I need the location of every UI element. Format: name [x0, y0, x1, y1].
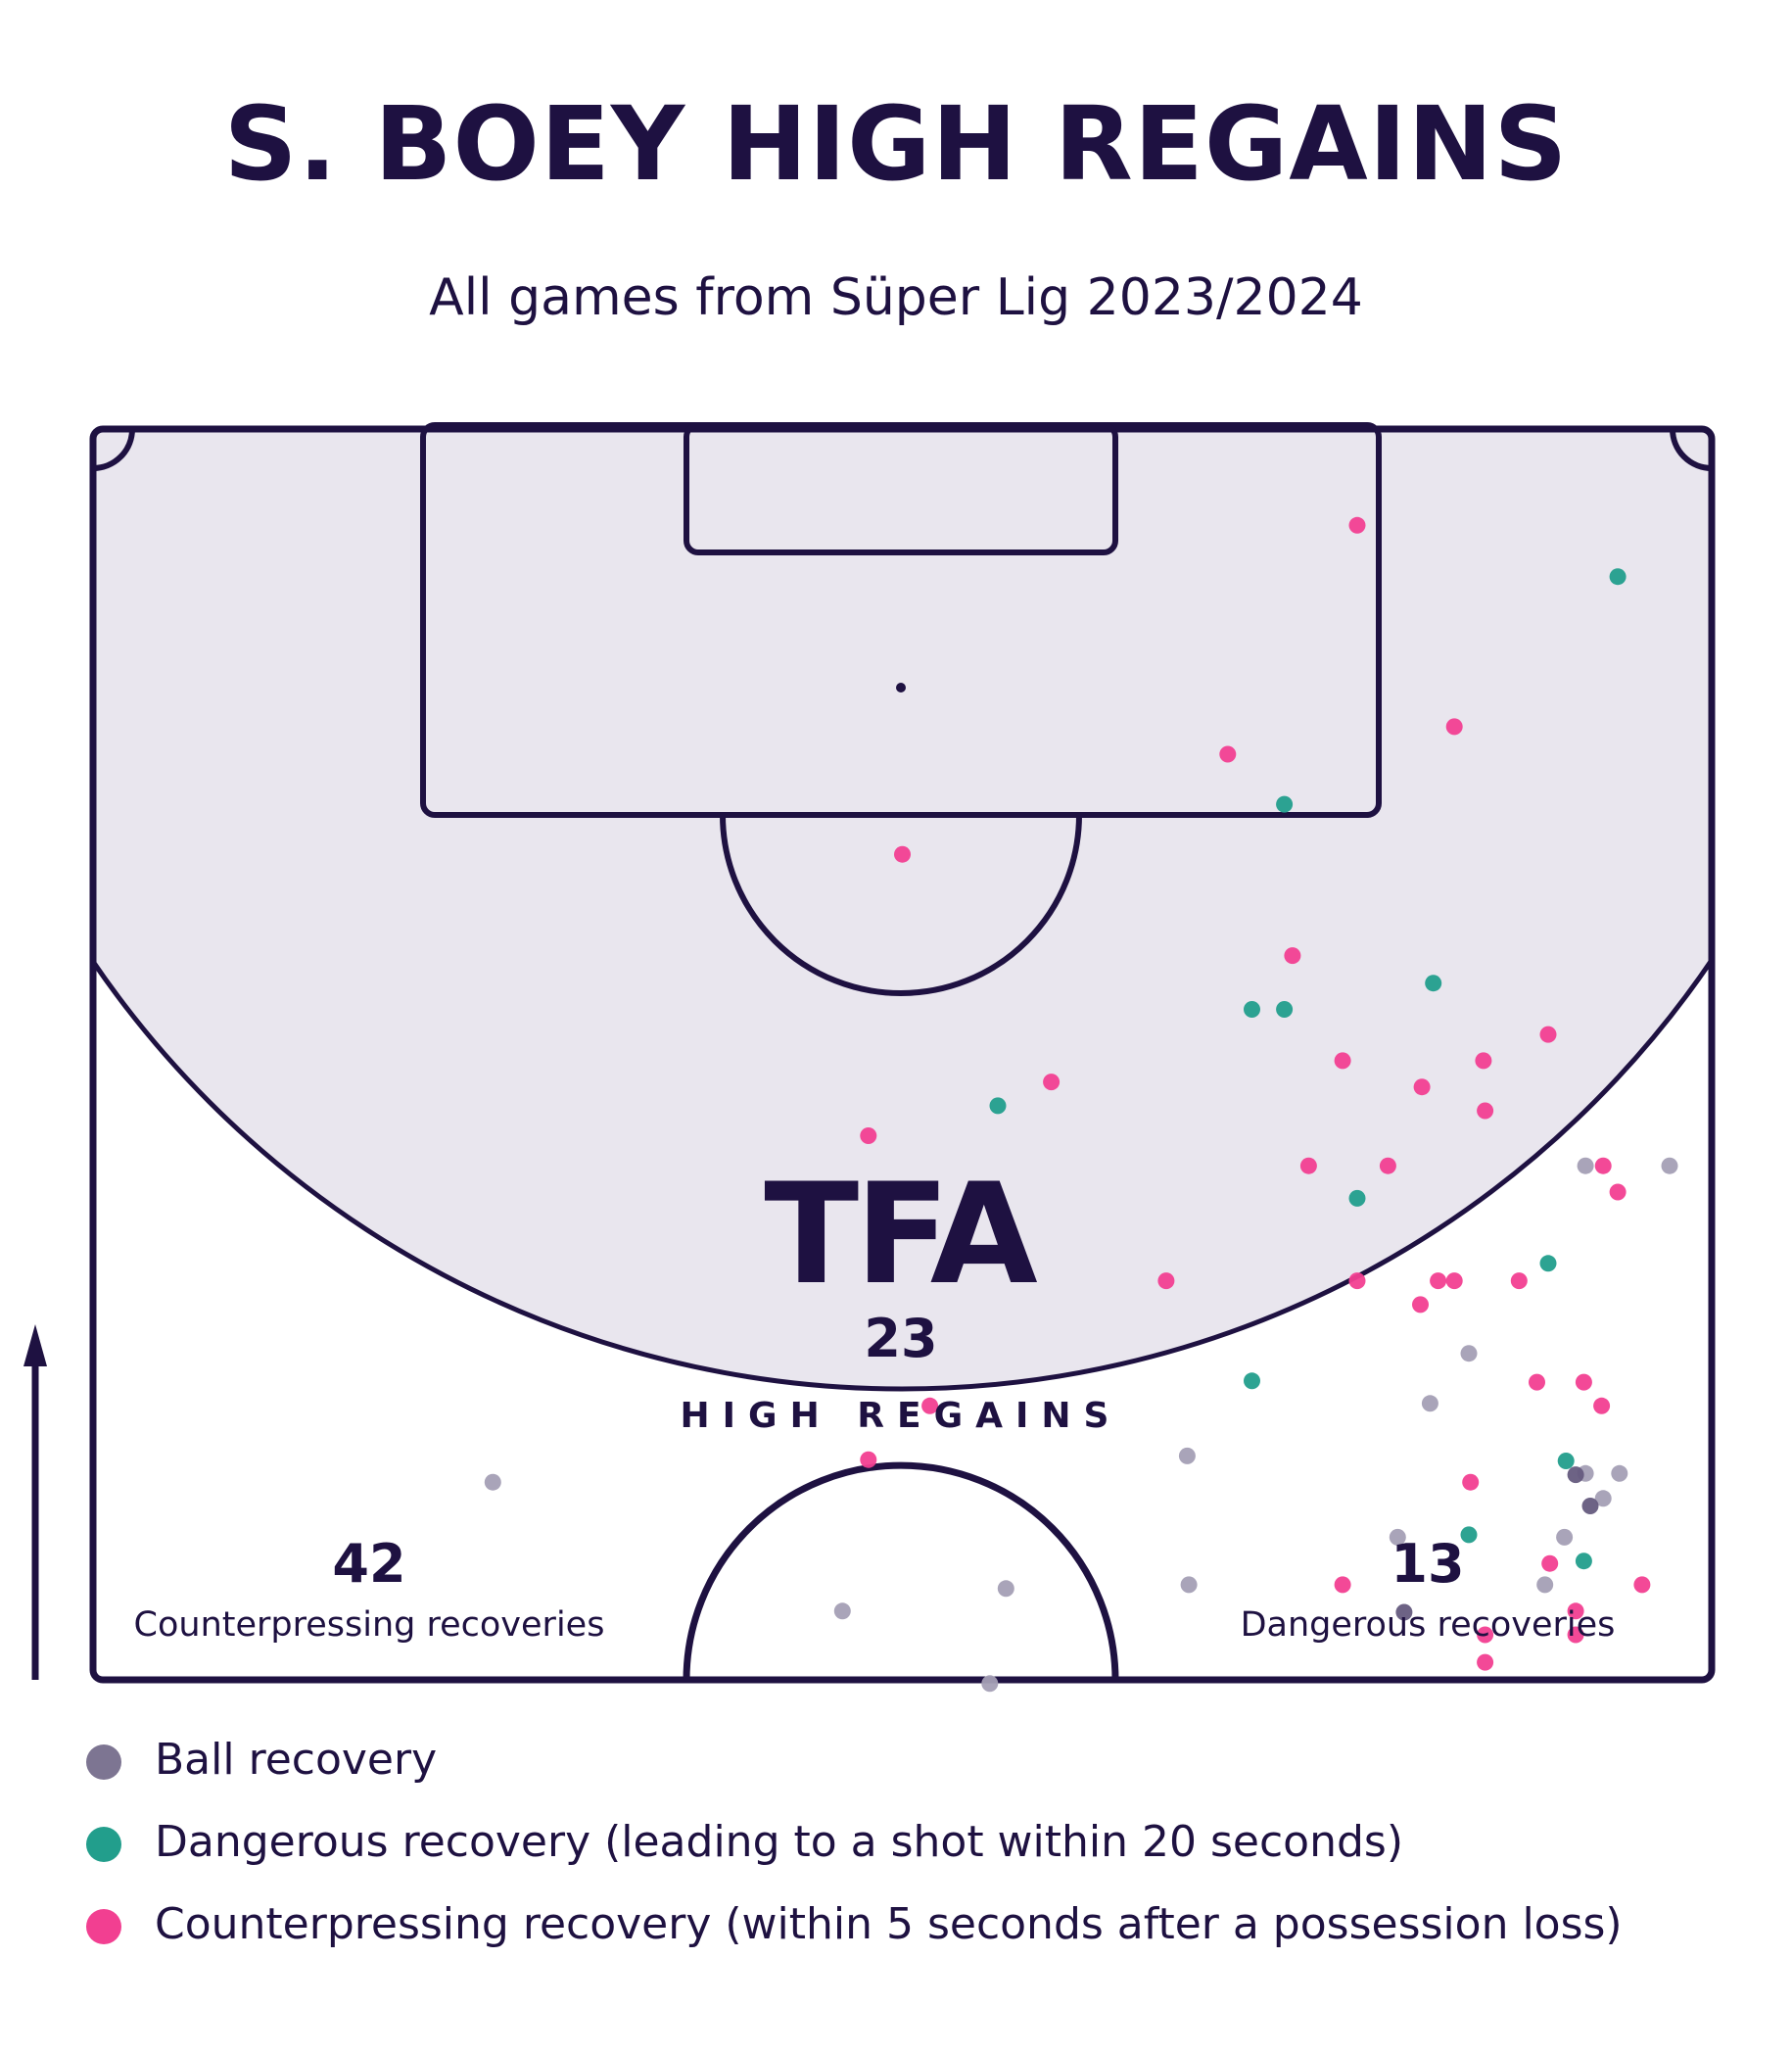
- ball-recovery-point: [1421, 1395, 1438, 1412]
- attack-arrow-head: [24, 1324, 47, 1366]
- counterpressing-label: Counterpressing recoveries: [133, 1605, 605, 1645]
- dangerous-recovery-point: [989, 1097, 1007, 1115]
- chart-subtitle: All games from Süper Lig 2023/2024: [429, 268, 1363, 327]
- ball-recovery-point: [833, 1602, 851, 1620]
- counterpressing-recovery-point: [921, 1397, 939, 1414]
- ball-recovery-point: [1661, 1157, 1678, 1174]
- ball-recovery-point: [1594, 1490, 1612, 1507]
- dangerous-count: 13: [1391, 1533, 1465, 1595]
- counterpressing-recovery-point: [1529, 1373, 1545, 1391]
- counterpressing-recovery-point: [894, 845, 911, 863]
- ball-recovery-point: [1556, 1528, 1574, 1546]
- high-regain-zone: [93, 429, 1712, 1392]
- counterpressing-recovery-point: [1477, 1102, 1494, 1120]
- pitch-border: [89, 425, 1716, 1684]
- dangerous-recovery-point: [1348, 1189, 1366, 1207]
- counterpressing-recovery-point: [1334, 1576, 1351, 1594]
- ball-recovery-point: [1460, 1345, 1478, 1362]
- legend-dot-dangerous: [86, 1827, 121, 1862]
- ball-recovery-point: [1389, 1528, 1406, 1546]
- dangerous-recovery-point: [1575, 1552, 1592, 1570]
- ball-recovery-dark-point: [1567, 1466, 1584, 1484]
- dangerous-recovery-point: [1276, 1001, 1294, 1018]
- counterpressing-recovery-point: [1412, 1296, 1429, 1314]
- ball-recovery-dark-point: [1395, 1603, 1413, 1621]
- dangerous-recovery-point: [1609, 568, 1627, 586]
- legend-label: Dangerous recovery (leading to a shot wi…: [155, 1817, 1403, 1867]
- counterpressing-recovery-point: [860, 1127, 877, 1144]
- counterpressing-recovery-point: [1413, 1078, 1431, 1096]
- counterpressing-count: 42: [332, 1533, 406, 1595]
- counterpressing-recovery-point: [1477, 1653, 1494, 1671]
- counterpressing-recovery-point: [1593, 1397, 1611, 1414]
- dangerous-recovery-point: [1244, 1372, 1260, 1390]
- pitch: [24, 422, 1716, 1693]
- counterpressing-recovery-point: [1379, 1157, 1396, 1174]
- ball-recovery-point: [981, 1675, 999, 1693]
- counterpressing-recovery-point: [1348, 516, 1366, 534]
- corner-arc-right: [1670, 428, 1713, 471]
- counterpressing-recovery-point: [1219, 745, 1237, 763]
- counterpressing-recovery-point: [1510, 1272, 1528, 1290]
- counterpressing-recovery-point: [1334, 1052, 1351, 1070]
- corner-arc-left: [92, 428, 135, 471]
- dangerous-recovery-point: [1425, 975, 1442, 992]
- counterpressing-recovery-point: [1594, 1157, 1612, 1174]
- ball-recovery-dark-point: [1581, 1498, 1599, 1514]
- dangerous-label: Dangerous recoveries: [1240, 1605, 1616, 1645]
- chart-title: S. BOEY HIGH REGAINS: [223, 84, 1569, 204]
- legend-label: Counterpressing recovery (within 5 secon…: [155, 1899, 1623, 1949]
- counterpressing-recovery-point: [1043, 1074, 1061, 1091]
- counterpressing-recovery-point: [1541, 1554, 1559, 1572]
- counterpressing-recovery-point: [860, 1451, 877, 1468]
- legend-dot-ball: [86, 1744, 121, 1780]
- ball-recovery-point: [1536, 1576, 1554, 1594]
- ball-recovery-point: [1611, 1464, 1628, 1482]
- counterpressing-recovery-point: [1475, 1052, 1492, 1070]
- counterpressing-recovery-point: [1299, 1157, 1317, 1174]
- counterpressing-recovery-point: [1477, 1626, 1494, 1644]
- counterpressing-recovery-point: [1445, 1272, 1463, 1290]
- counterpressing-recovery-point: [1445, 718, 1463, 736]
- dangerous-recovery-point: [1557, 1453, 1575, 1469]
- counterpressing-recovery-point: [1539, 1026, 1557, 1043]
- legend-dot-counterpress: [86, 1909, 121, 1944]
- ball-recovery-point: [484, 1473, 501, 1491]
- penalty-spot: [896, 683, 906, 693]
- high-regains-count: 23: [864, 1308, 938, 1369]
- counterpressing-recovery-point: [1633, 1576, 1651, 1594]
- counterpressing-recovery-point: [1284, 947, 1301, 965]
- counterpressing-recovery-point: [1567, 1626, 1584, 1644]
- high-regains-label: HIGH REGAINS: [680, 1396, 1122, 1436]
- dangerous-recovery-point: [1539, 1255, 1557, 1272]
- dangerous-recovery-point: [1276, 795, 1294, 813]
- counterpressing-recovery-point: [1348, 1272, 1366, 1290]
- ball-recovery-point: [997, 1580, 1014, 1598]
- dangerous-recovery-point: [1460, 1526, 1478, 1544]
- counterpressing-recovery-point: [1575, 1373, 1592, 1391]
- counterpressing-recovery-point: [1567, 1602, 1584, 1620]
- recovery-points: [484, 516, 1678, 1693]
- ball-recovery-point: [1577, 1157, 1594, 1174]
- tfa-logo: TFA: [764, 1154, 1037, 1315]
- counterpressing-recovery-point: [1157, 1272, 1175, 1290]
- penalty-arc: [720, 814, 1082, 996]
- ball-recovery-point: [1178, 1447, 1196, 1464]
- ball-recovery-point: [1180, 1576, 1198, 1594]
- dangerous-recovery-point: [1244, 1001, 1260, 1018]
- counterpressing-recovery-point: [1430, 1272, 1447, 1290]
- counterpressing-recovery-point: [1462, 1473, 1480, 1491]
- centre-circle: [683, 1461, 1119, 1681]
- six-yard-box: [684, 422, 1118, 555]
- legend-label: Ball recovery: [155, 1735, 438, 1785]
- counterpressing-recovery-point: [1609, 1183, 1627, 1201]
